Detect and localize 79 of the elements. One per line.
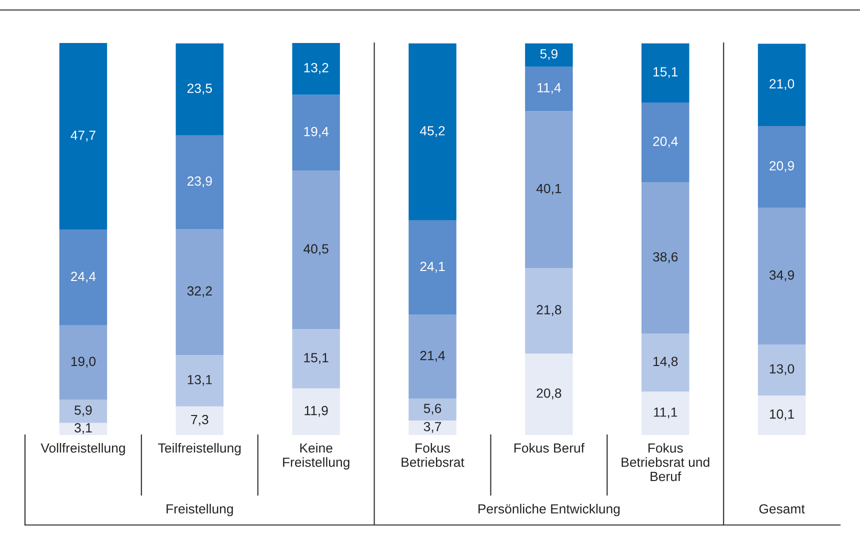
data-label: 40,5: [304, 244, 328, 256]
data-label: 32,2: [187, 286, 212, 298]
x-tick-label: Vollfreistellung: [40, 443, 125, 456]
data-label: 13,0: [770, 364, 794, 376]
data-label: 5,9: [74, 406, 92, 416]
data-label: 24,1: [420, 262, 445, 273]
bar: [176, 355, 224, 406]
bar: [292, 94, 340, 171]
bar: [59, 422, 108, 435]
bar: [176, 406, 224, 435]
bar: [59, 325, 108, 400]
bar: [525, 66, 573, 112]
data-label: 38,6: [653, 252, 678, 264]
data-label: 20,4: [653, 136, 678, 148]
bar: [408, 43, 456, 220]
data-label: 21,8: [536, 305, 562, 316]
data-label: 3,7: [424, 422, 442, 433]
text: Gesamt: [759, 504, 805, 514]
bar: [408, 420, 456, 435]
bar: [292, 170, 340, 330]
text: Freistellung: [166, 504, 233, 516]
x-tick-label: Teilfreistellung: [158, 443, 241, 456]
data-label: 11,4: [538, 83, 561, 94]
text: Persönliche Entwicklung: [478, 504, 620, 516]
bar: [525, 268, 573, 354]
x-tick-label: Fokus Betriebsrat: [402, 443, 464, 467]
bar: [758, 344, 806, 396]
bar: [408, 314, 456, 399]
bar: [292, 329, 340, 388]
data-label: 34,9: [769, 270, 794, 282]
bar: [525, 111, 573, 268]
data-label: 11,9: [304, 406, 328, 417]
data-label: 13,2: [304, 63, 328, 74]
data-label: 19,4: [304, 126, 329, 138]
bar: [59, 43, 108, 230]
bar: [292, 43, 340, 95]
data-label: 24,4: [71, 272, 96, 283]
bar: [525, 354, 573, 435]
data-label: 20,8: [536, 388, 562, 400]
bar: [176, 229, 224, 356]
bar: [408, 220, 456, 315]
data-label: 21,4: [420, 350, 445, 362]
data-label: 13,1: [188, 374, 212, 386]
x-tick-label: Fokus Beruf: [514, 443, 585, 453]
data-label: 15,1: [304, 353, 328, 364]
data-label: 5,9: [540, 49, 558, 60]
x-tick-label: Keine Freistellung: [283, 443, 350, 470]
bar: [641, 182, 690, 334]
bar: [758, 44, 806, 126]
bar: [525, 43, 573, 66]
data-label: 23,9: [187, 176, 212, 188]
bar: [408, 398, 456, 421]
bar: [641, 102, 690, 182]
data-label: 45,2: [420, 126, 445, 137]
bar: [59, 400, 108, 423]
data-label: 5,6: [424, 404, 442, 415]
bar: [641, 43, 690, 103]
data-label: 15,1: [654, 67, 678, 78]
bar: [59, 230, 108, 326]
x-tick-label: Fokus Betriebsrat und Beruf: [622, 443, 710, 482]
data-label: 40,1: [536, 184, 562, 195]
data-label: 21,0: [770, 79, 794, 90]
data-label: 19,0: [71, 356, 96, 368]
bar: [758, 126, 806, 208]
data-label: 47,7: [70, 130, 96, 142]
data-label: 20,9: [770, 161, 794, 172]
bar: [176, 135, 224, 230]
bar: [641, 392, 690, 435]
bar: [176, 43, 224, 136]
data-label: 14,8: [654, 356, 678, 368]
data-label: 23,5: [187, 84, 212, 95]
data-label: 11,1: [654, 408, 678, 418]
data-label: 10,1: [770, 409, 794, 420]
bar: [758, 395, 806, 435]
data-label: 7,3: [191, 414, 208, 426]
bar: [641, 334, 690, 392]
bar: [292, 388, 340, 435]
bar: [758, 208, 806, 345]
data-label: 3,1: [74, 423, 92, 434]
